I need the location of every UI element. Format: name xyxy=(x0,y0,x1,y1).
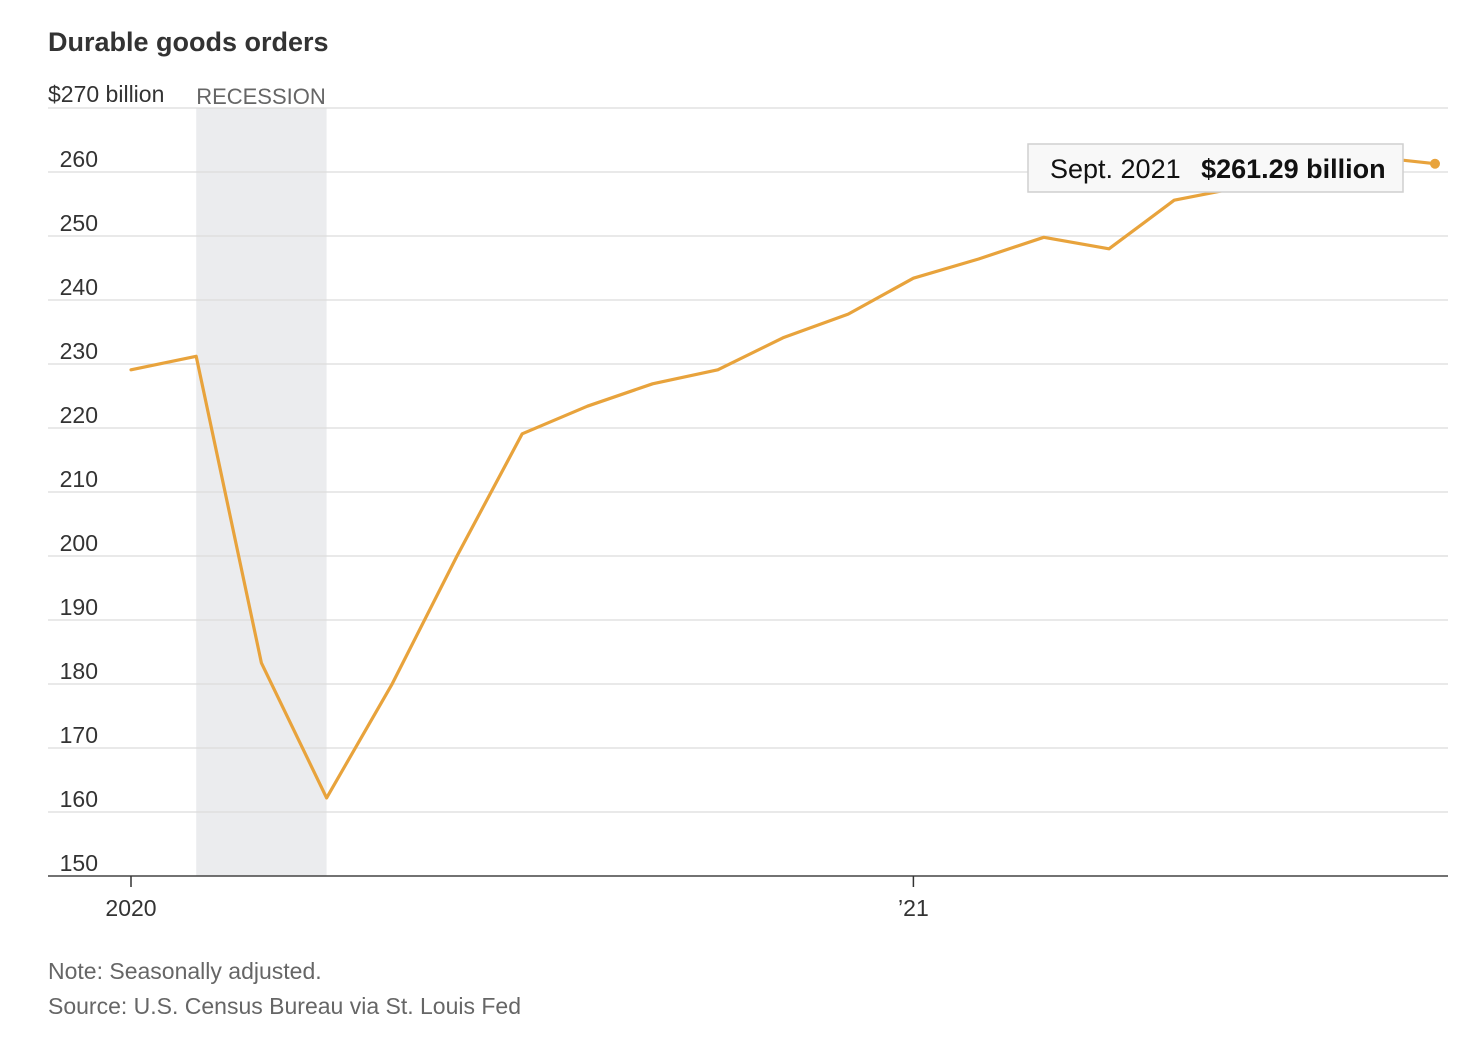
callout-value: $261.29 billion xyxy=(1201,154,1386,184)
chart-source: Source: U.S. Census Bureau via St. Louis… xyxy=(48,993,521,1019)
series-layer xyxy=(129,155,1440,800)
gridlines xyxy=(48,107,1448,813)
y-tick-label: 250 xyxy=(60,210,98,236)
x-axis-ticks: 2020 ’21 xyxy=(105,876,929,921)
y-tick-label: 150 xyxy=(60,850,98,876)
callout-box xyxy=(1027,143,1404,193)
chart-title: Durable goods orders xyxy=(48,27,329,57)
series-line xyxy=(129,155,1437,800)
chart-note: Note: Seasonally adjusted. xyxy=(48,958,322,984)
y-tick-label: 240 xyxy=(60,274,98,300)
x-tick-label: ’21 xyxy=(898,895,929,921)
y-tick-label: 220 xyxy=(60,402,98,428)
recession-label: RECESSION xyxy=(196,84,326,109)
y-tick-label: 170 xyxy=(60,722,98,748)
series-end-point xyxy=(1430,158,1440,169)
y-tick-label: 260 xyxy=(60,146,98,172)
y-tick-label: 230 xyxy=(60,338,98,364)
y-axis-ticks: 150 160 170 180 190 200 210 220 230 240 250 260 xyxy=(60,146,98,876)
x-tick-label: 2020 xyxy=(105,895,156,921)
y-tick-label: 160 xyxy=(60,786,98,812)
y-tick-label: 180 xyxy=(60,658,98,684)
callout-text: Sept. 2021 $261.29 billion xyxy=(1050,154,1386,184)
y-axis-top-label: $270 billion xyxy=(48,81,164,107)
y-tick-label: 210 xyxy=(60,466,98,492)
y-tick-label: 190 xyxy=(60,594,98,620)
callout: Sept. 2021 $261.29 billion xyxy=(1027,143,1404,193)
y-tick-label: 200 xyxy=(60,530,98,556)
callout-label: Sept. 2021 xyxy=(1050,154,1181,184)
